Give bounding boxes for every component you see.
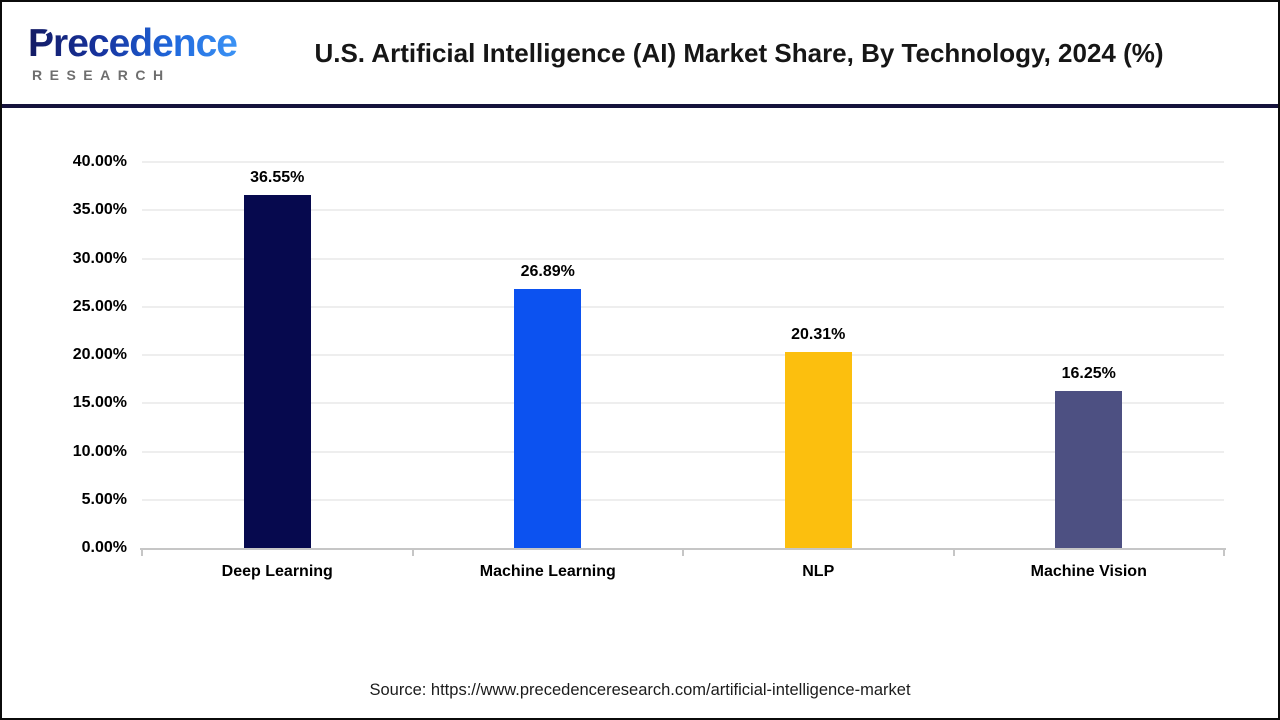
x-axis-tick (141, 548, 143, 556)
bar-value-label: 26.89% (520, 262, 575, 280)
x-axis-tick (1223, 548, 1225, 556)
y-gridline (142, 450, 1224, 453)
y-tick-label: 0.00% (81, 539, 127, 556)
y-gridline (142, 209, 1224, 212)
bar (243, 195, 311, 548)
y-tick-label: 5.00% (81, 490, 127, 508)
x-axis-tick (682, 548, 684, 556)
title-container: U.S. Artificial Intelligence (AI) Market… (246, 38, 1278, 69)
source-citation: Source: https://www.precedenceresearch.c… (369, 681, 911, 699)
y-tick-label: 15.00% (72, 394, 127, 412)
bar-value-label: 20.31% (791, 326, 846, 343)
y-tick-label: 20.00% (72, 346, 127, 363)
x-axis-tick (411, 548, 414, 556)
bar (784, 352, 852, 548)
page-title: U.S. Artificial Intelligence (AI) Market… (314, 37, 1164, 68)
y-gridline (142, 305, 1224, 308)
y-gridline (142, 161, 1224, 163)
y-gridline (142, 498, 1224, 501)
y-gridline (142, 257, 1224, 260)
bar-value-label: 16.25% (1061, 365, 1116, 383)
x-category-label: Machine Learning (479, 563, 616, 580)
y-gridline (142, 402, 1224, 405)
logo-subtitle: RESEARCH (32, 66, 171, 83)
x-category-label: NLP (802, 563, 835, 580)
precedence-research-logo: Precedence RESEARCH (28, 21, 246, 83)
bar (1055, 391, 1123, 548)
logo-leaf-icon (43, 22, 53, 36)
bar (514, 288, 582, 548)
y-tick-label: 35.00% (72, 201, 127, 219)
header: Precedence RESEARCH U.S. Artificial Inte… (2, 2, 1278, 108)
y-tick-label: 30.00% (72, 249, 127, 267)
y-tick-label: 10.00% (72, 442, 127, 460)
y-tick-label: 40.00% (72, 153, 127, 170)
x-category-label: Deep Learning (221, 563, 333, 580)
bar-value-label: 36.55% (250, 169, 305, 187)
x-category-label: Machine Vision (1030, 563, 1147, 580)
y-tick-label: 25.00% (72, 297, 127, 315)
logo-wordmark: Precedence (28, 21, 238, 65)
x-axis-tick (952, 548, 955, 556)
y-gridline (142, 354, 1224, 356)
